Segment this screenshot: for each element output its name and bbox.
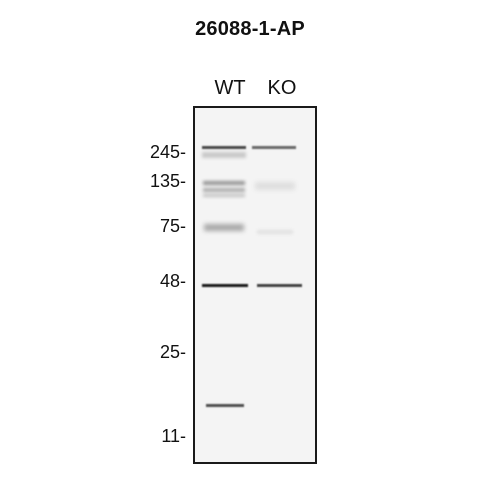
marker-label-11: 11-	[161, 426, 186, 446]
lane-label-ko: KO	[267, 77, 297, 99]
wt-band-48	[202, 284, 248, 287]
ko-band-135	[255, 182, 295, 190]
ko-band-245	[252, 146, 296, 149]
marker-label-48: 48-	[159, 271, 186, 291]
wt-band-245	[202, 146, 246, 149]
wt-band-18	[206, 404, 244, 407]
western-blot-membrane	[193, 106, 317, 464]
marker-label-245: 245-	[149, 142, 186, 162]
wt-band-smear-200	[202, 152, 246, 158]
ko-band-75	[257, 230, 293, 234]
antibody-title: 26088-1-AP	[195, 18, 305, 40]
blot-image	[202, 146, 302, 407]
marker-label-75: 75-	[159, 216, 186, 236]
marker-label-135: 135-	[149, 171, 186, 191]
wt-band-75	[204, 224, 244, 231]
wt-band-135a	[203, 181, 245, 185]
lane-label-wt: WT	[214, 77, 246, 99]
wt-band-135b	[203, 188, 245, 192]
marker-label-25: 25-	[159, 342, 186, 362]
ko-band-48	[257, 284, 302, 287]
wt-band-110	[203, 194, 245, 197]
